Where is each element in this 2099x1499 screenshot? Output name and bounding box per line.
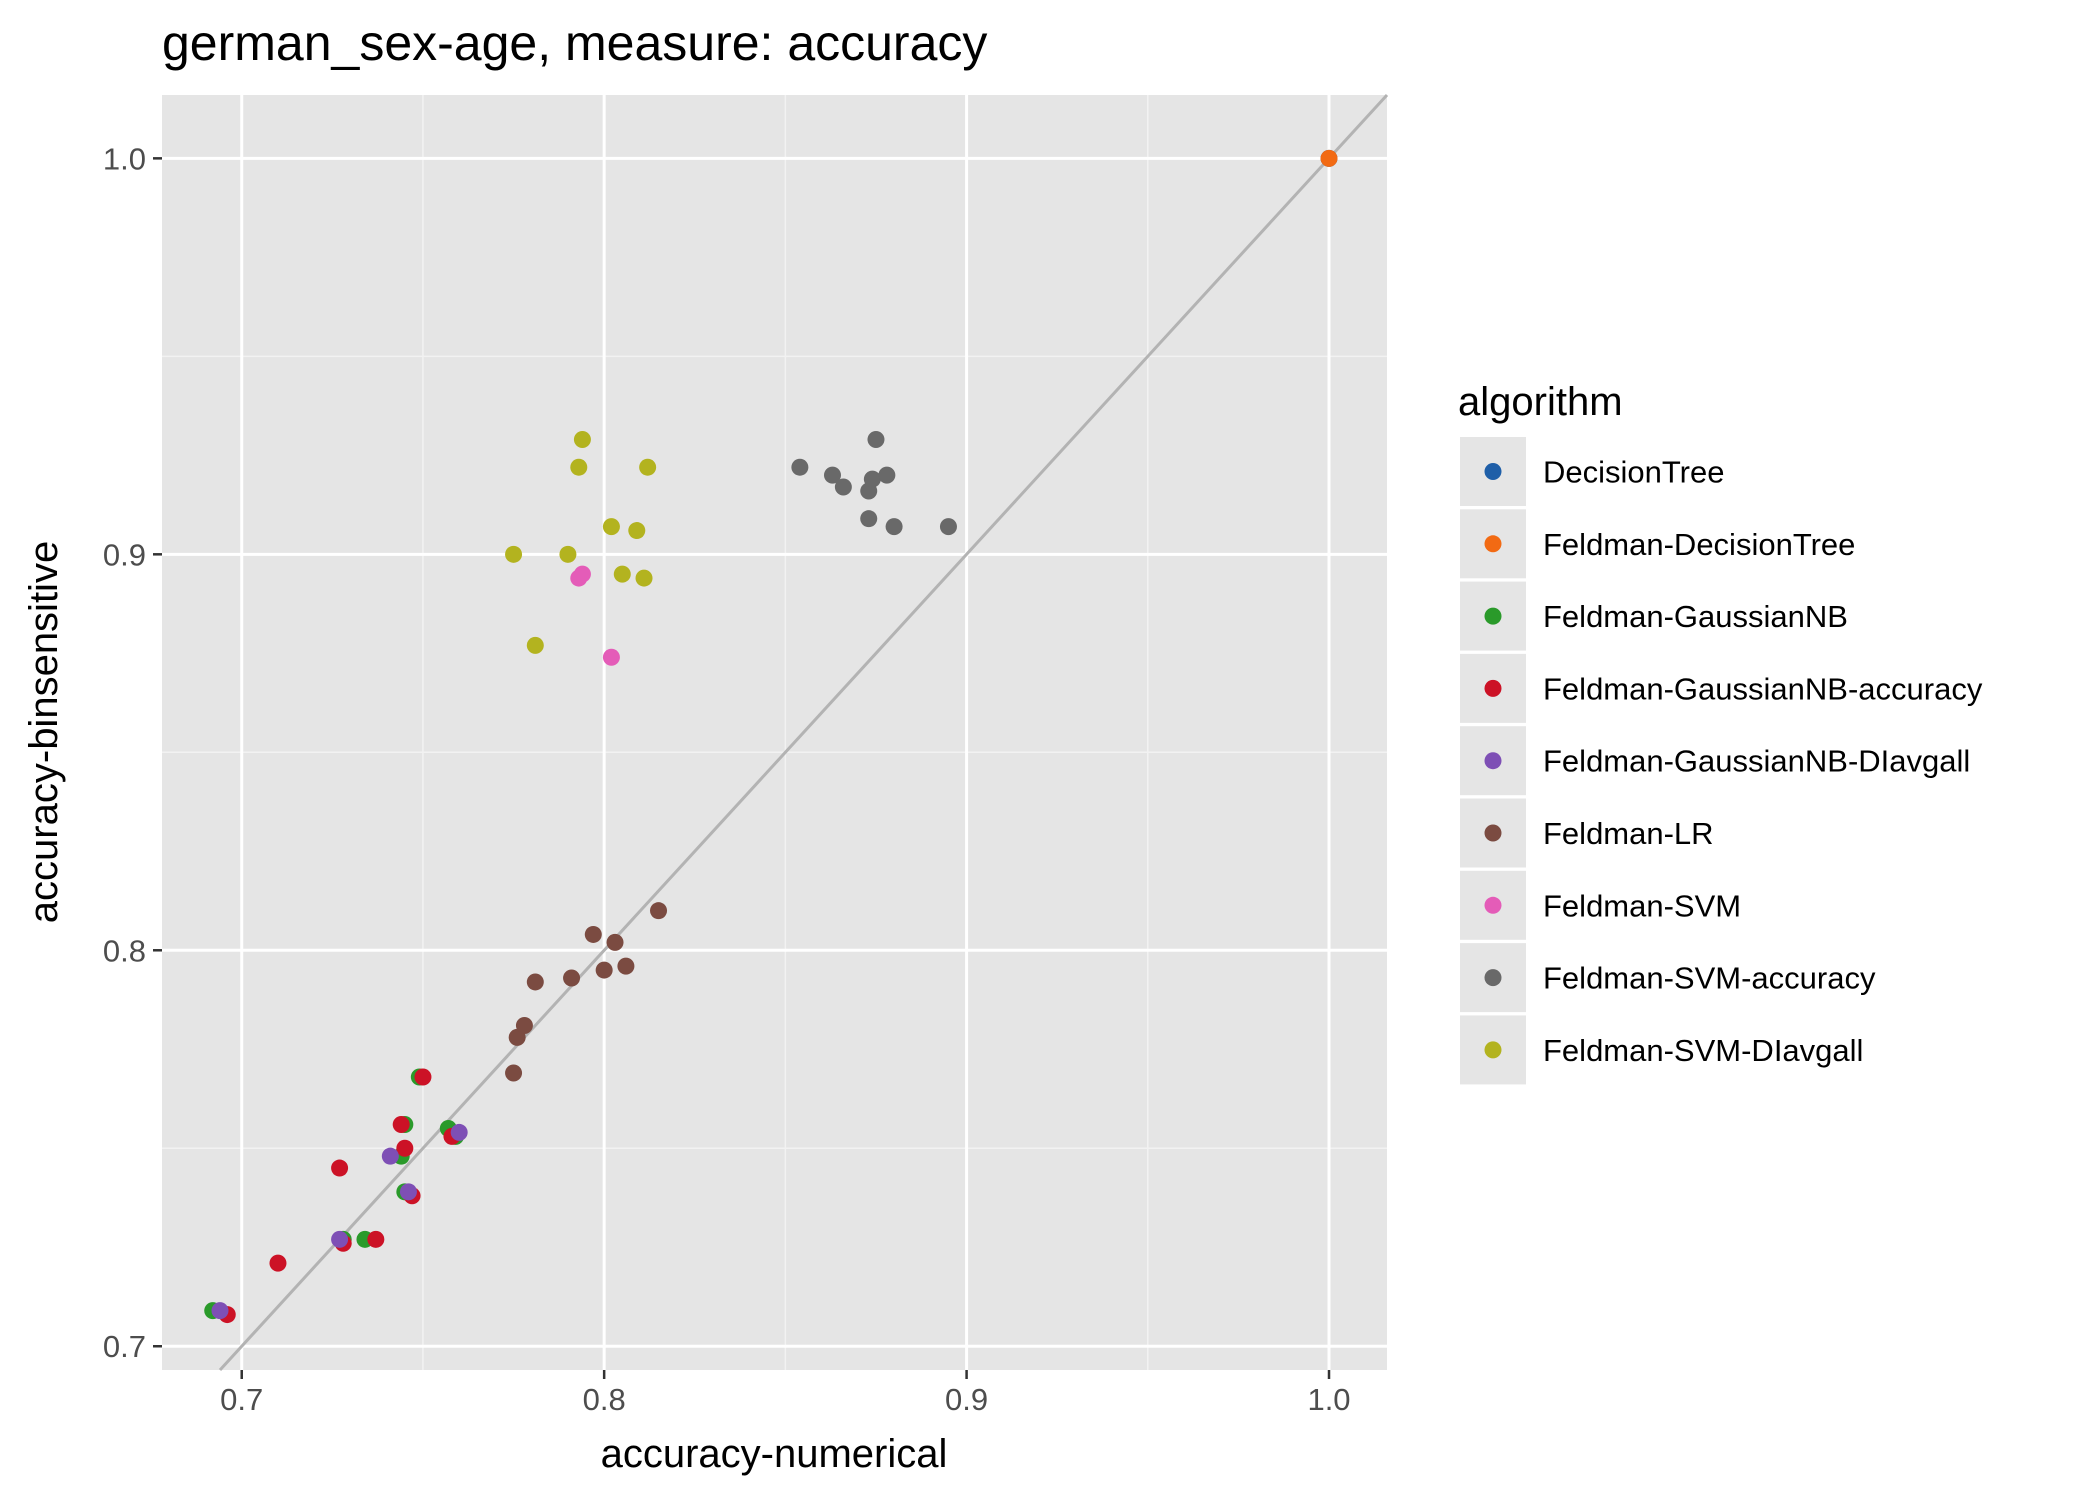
data-point — [573, 430, 591, 448]
x-tick-label: 0.7 — [220, 1382, 263, 1417]
data-points — [204, 149, 1338, 1324]
data-point — [381, 1147, 399, 1165]
data-point — [606, 933, 624, 951]
legend-label: Feldman-SVM-accuracy — [1543, 961, 1876, 996]
data-point — [885, 518, 903, 536]
legend-label: Feldman-GaussianNB-DIavgall — [1543, 744, 1970, 779]
data-point — [396, 1139, 414, 1157]
x-axis-title: accuracy-numerical — [601, 1432, 948, 1476]
data-point — [526, 636, 544, 654]
data-point — [331, 1159, 349, 1177]
data-point — [563, 969, 581, 987]
legend-title: algorithm — [1458, 380, 1623, 424]
data-point — [939, 518, 957, 536]
x-tick-label: 0.8 — [583, 1382, 626, 1417]
data-point — [515, 1017, 533, 1035]
minor-gridlines — [162, 95, 1387, 1370]
legend-key-point — [1484, 463, 1502, 480]
legend-key-point — [1484, 969, 1502, 987]
y-tick-label: 1.0 — [103, 141, 146, 176]
data-point — [450, 1123, 468, 1141]
data-point — [878, 466, 896, 484]
data-point — [414, 1068, 432, 1086]
data-point — [331, 1230, 349, 1248]
legend-label: Feldman-GaussianNB — [1543, 599, 1848, 634]
plot-panel — [162, 95, 1387, 1370]
y-axis-title: accuracy-binsensitive — [22, 541, 66, 923]
legend-label: Feldman-SVM — [1543, 888, 1741, 923]
data-point — [613, 565, 631, 583]
y-tick-label: 0.9 — [103, 537, 146, 572]
data-point — [505, 545, 523, 563]
data-point — [1320, 149, 1338, 167]
data-point — [635, 569, 653, 587]
data-point — [823, 466, 841, 484]
data-point — [639, 458, 657, 476]
legend-key-point — [1484, 607, 1502, 625]
data-point — [559, 545, 577, 563]
x-tick-label: 1.0 — [1307, 1382, 1350, 1417]
x-axis: 0.7 0.8 0.9 1.0 — [220, 1370, 1351, 1417]
data-point — [867, 430, 885, 448]
legend-key-point — [1484, 1041, 1502, 1059]
y-tick-label: 0.8 — [103, 933, 146, 968]
y-axis: 0.7 0.8 0.9 1.0 — [103, 141, 162, 1364]
major-gridlines — [162, 95, 1387, 1370]
legend-label: Feldman-LR — [1543, 816, 1714, 851]
identity-reference-line — [218, 93, 1389, 1372]
x-tick-label: 0.9 — [945, 1382, 988, 1417]
data-point — [602, 648, 620, 666]
data-point — [573, 565, 591, 583]
legend-label: DecisionTree — [1543, 455, 1724, 490]
data-point — [860, 510, 878, 528]
data-point — [526, 973, 544, 991]
reference-line-group — [218, 93, 1389, 1372]
data-point — [650, 902, 668, 920]
data-point — [505, 1064, 523, 1082]
data-point — [617, 957, 635, 975]
legend-key-point — [1484, 535, 1502, 553]
data-point — [399, 1183, 417, 1201]
data-point — [628, 522, 646, 540]
legend-items: DecisionTree Feldman-DecisionTree Feldman-… — [1460, 437, 1983, 1085]
data-point — [211, 1302, 229, 1320]
legend-label: Feldman-DecisionTree — [1543, 527, 1855, 562]
data-point — [595, 961, 613, 979]
data-point — [584, 925, 602, 943]
legend-key-point — [1484, 896, 1502, 914]
chart-title: german_sex-age, measure: accuracy — [162, 15, 987, 71]
data-point — [392, 1116, 410, 1134]
legend-key-point — [1484, 679, 1502, 697]
legend-label: Feldman-GaussianNB-accuracy — [1543, 671, 1983, 706]
data-point — [834, 478, 852, 496]
legend-key-point — [1484, 752, 1502, 770]
data-point — [863, 470, 881, 488]
legend: algorithm DecisionTree Feldman-DecisionTr… — [1458, 380, 1983, 1085]
legend-label: Feldman-SVM-DIavgall — [1543, 1033, 1863, 1068]
legend-key-point — [1484, 824, 1502, 842]
data-point — [791, 458, 809, 476]
data-point — [367, 1230, 385, 1248]
y-tick-label: 0.7 — [103, 1329, 146, 1364]
data-point — [269, 1254, 287, 1272]
data-point — [602, 518, 620, 536]
data-point — [570, 458, 588, 476]
